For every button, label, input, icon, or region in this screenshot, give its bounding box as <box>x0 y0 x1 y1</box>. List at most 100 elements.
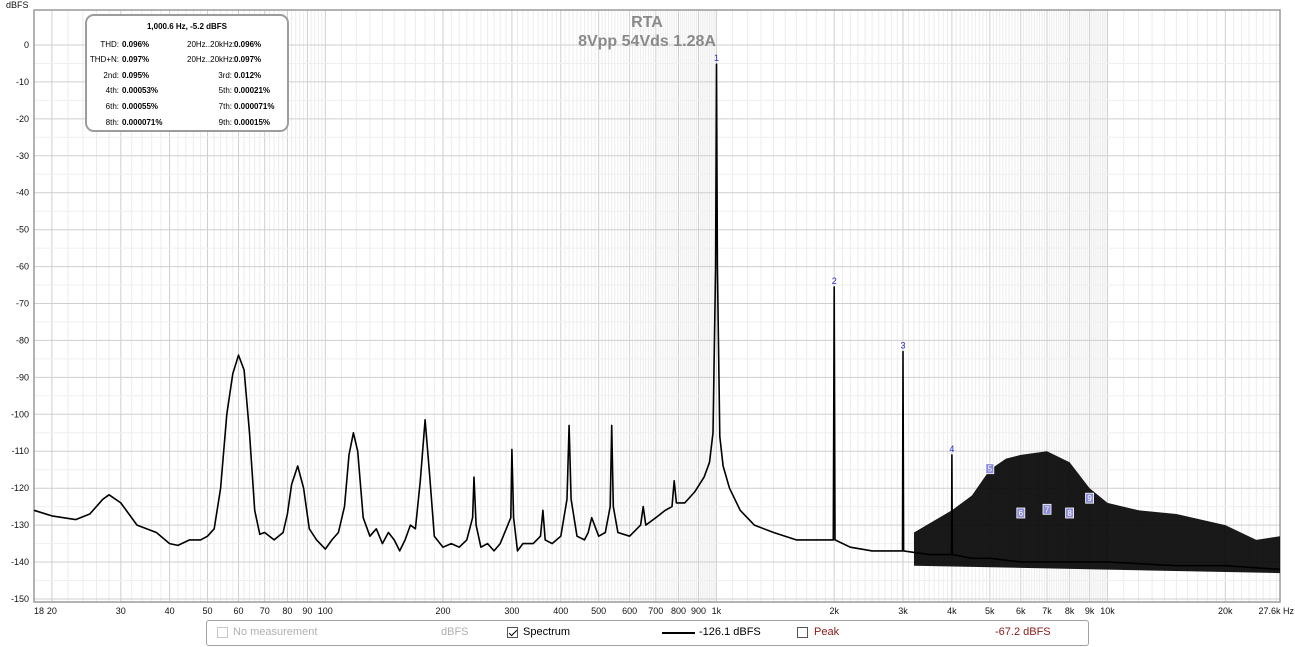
x-tick-label: 90 <box>302 606 312 616</box>
info-value: 0.096% <box>122 40 150 49</box>
x-tick-label: 700 <box>648 606 663 616</box>
x-tick-label: 6k <box>1016 606 1026 616</box>
x-tick-label: 50 <box>202 606 212 616</box>
info-row-6th-7th: 6th: 0.00055% 7th: 0.000071% <box>87 102 287 112</box>
info-value: 0.095% <box>122 71 150 80</box>
harmonic-markers: 1 2 3 4 5 6 7 8 9 <box>714 53 1094 519</box>
x-tick-label: 900 <box>691 606 706 616</box>
y-tick-label: -70 <box>16 299 29 309</box>
info-value: 0.00055% <box>122 102 159 111</box>
x-tick-label: 10k <box>1100 606 1115 616</box>
y-tick-label: -130 <box>11 520 29 530</box>
info-value: 0.097% <box>234 55 262 64</box>
peak-value: -67.2 dBFS <box>995 626 1051 638</box>
spectrum-line <box>33 63 1281 571</box>
info-label: 7th: <box>218 102 232 111</box>
info-label: 2nd: <box>103 71 119 80</box>
x-tick-label: 18 <box>34 606 44 616</box>
info-label: 9th: <box>218 118 232 127</box>
spectrum-line-swatch <box>662 632 695 634</box>
harmonic-marker-box <box>1016 507 1026 519</box>
y-tick-label: -30 <box>16 151 29 161</box>
x-tick-label: 100 <box>318 606 333 616</box>
distortion-info-box: 1,000.6 Hz, -5.2 dBFS THD: 0.096% 20Hz..… <box>85 14 289 132</box>
peak-checkbox[interactable] <box>797 627 808 638</box>
x-tick-label: 300 <box>504 606 519 616</box>
harmonic-marker-box <box>985 463 995 475</box>
harmonic-noise-fill <box>914 451 1280 574</box>
y-tick-label: -40 <box>16 188 29 198</box>
info-label: THD+N: <box>89 55 119 64</box>
x-tick-label: 60 <box>233 606 243 616</box>
info-header: 1,000.6 Hz, -5.2 dBFS <box>146 22 228 31</box>
legend-units: dBFS <box>441 626 469 638</box>
harmonic-marker-3: 3 <box>900 341 905 351</box>
y-tick-label: -90 <box>16 372 29 382</box>
info-value: 0.000071% <box>234 102 275 111</box>
x-tick-label: 500 <box>591 606 606 616</box>
info-value: 0.012% <box>234 71 262 80</box>
info-value: 0.00015% <box>234 118 271 127</box>
info-label: 5th: <box>218 86 232 95</box>
spectrum-label: Spectrum <box>523 626 571 638</box>
info-label: 3rd: <box>218 71 232 80</box>
y-tick-label: -10 <box>16 77 29 87</box>
info-value: 0.000071% <box>122 118 163 127</box>
x-tick-label: 600 <box>622 606 637 616</box>
info-value: 0.096% <box>234 40 262 49</box>
info-row-4th-5th: 4th: 0.00053% 5th: 0.00021% <box>87 86 287 96</box>
x-tick-label: 1k <box>712 606 722 616</box>
harmonic-marker-box <box>1085 492 1094 504</box>
y-tick-label: -60 <box>16 262 29 272</box>
harmonic-marker-4: 4 <box>949 444 954 454</box>
y-tick-label: -50 <box>16 225 29 235</box>
info-label: 4th: <box>105 86 119 95</box>
y-tick-label: -140 <box>11 557 29 567</box>
y-tick-label: -80 <box>16 335 29 345</box>
info-label: 20Hz..20kHz: <box>187 55 236 64</box>
info-label: 20Hz..20kHz: <box>187 40 236 49</box>
x-tick-label: 20k <box>1218 606 1233 616</box>
harmonic-marker-8: 8 <box>1067 509 1072 518</box>
x-tick-label: 800 <box>671 606 686 616</box>
y-tick-label: 0 <box>24 40 29 50</box>
harmonic-marker-7: 7 <box>1045 505 1050 514</box>
x-tick-label: 400 <box>553 606 568 616</box>
chart-title: RTA <box>631 14 663 31</box>
harmonic-marker-box <box>1042 503 1052 515</box>
legend-bar: No measurement dBFS Spectrum -126.1 dBFS… <box>206 620 1089 646</box>
spectrum-checkbox[interactable] <box>507 627 518 638</box>
harmonic-marker-2: 2 <box>832 276 837 286</box>
x-tick-label: 3k <box>898 606 908 616</box>
y-tick-label: -120 <box>11 483 29 493</box>
x-tick-label: 5k <box>985 606 995 616</box>
x-tick-label: 4k <box>947 606 957 616</box>
chart-subtitle: 8Vpp 54Vds 1.28A <box>578 33 716 50</box>
no-measurement-label: No measurement <box>233 626 318 638</box>
info-row-8th-9th: 8th: 0.000071% 9th: 0.00015% <box>87 118 287 128</box>
info-row-2nd-3rd: 2nd: 0.095% 3rd: 0.012% <box>87 71 287 81</box>
y-tick-label: -100 <box>11 409 29 419</box>
spectrum-trace <box>33 63 1281 574</box>
axis-labels: 0 -10 -20 -30 -40 -50 -60 -70 -80 -90 -100 -110 -120… <box>11 40 1295 616</box>
info-label: 8th: <box>105 118 119 127</box>
plot-frame <box>33 9 1281 603</box>
x-tick-label: 7k <box>1042 606 1052 616</box>
peak-label: Peak <box>814 626 840 638</box>
y-axis-label: dBFS <box>6 0 29 10</box>
no-measurement-checkbox[interactable] <box>217 627 228 638</box>
harmonic-marker-box <box>1065 507 1074 519</box>
info-value: 0.097% <box>122 55 150 64</box>
info-value: 0.00021% <box>234 86 271 95</box>
y-tick-label: -110 <box>12 446 29 456</box>
x-tick-label: 27.6k Hz <box>1258 606 1294 616</box>
info-label: THD: <box>100 40 119 49</box>
x-tick-label: 8k <box>1065 606 1075 616</box>
x-tick-label: 40 <box>165 606 175 616</box>
harmonic-marker-1: 1 <box>714 53 719 63</box>
harmonic-marker-5: 5 <box>988 465 993 474</box>
x-tick-label: 80 <box>282 606 292 616</box>
info-value: 0.00053% <box>122 86 159 95</box>
info-row-thd: THD: 0.096% 20Hz..20kHz: 0.096% <box>87 40 287 50</box>
